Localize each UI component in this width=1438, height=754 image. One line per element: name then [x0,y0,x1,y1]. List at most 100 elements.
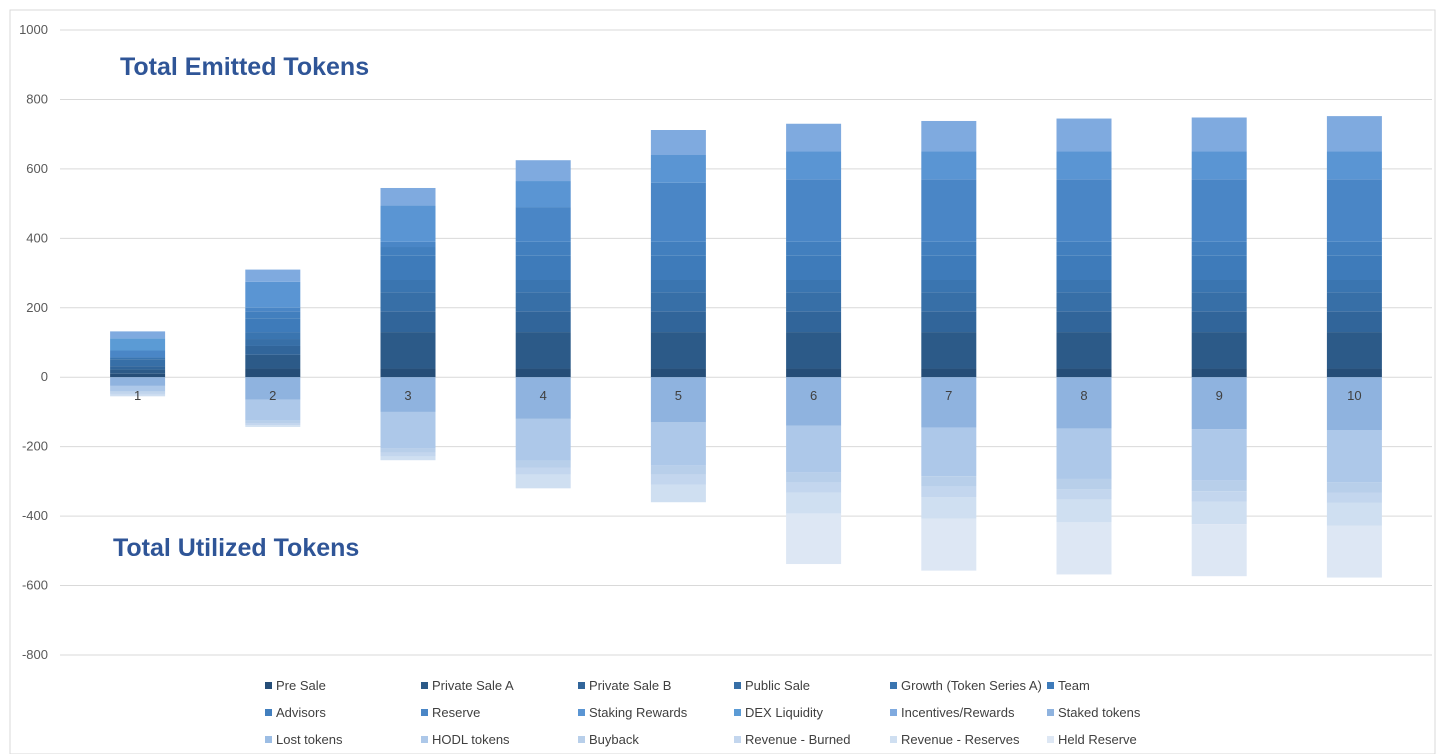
bar-segment [110,331,166,339]
legend-label: Growth (Token Series A) [901,678,1042,693]
bar-segment [380,255,436,280]
bar-segment [110,377,166,386]
category-label: 3 [404,388,411,403]
bar-segment [110,385,166,392]
bar-segment [1056,368,1112,378]
bar-segment [650,255,706,280]
bar-segment [1056,478,1112,490]
bar-segment [380,241,436,248]
legend-label: Reserve [432,705,480,720]
bar-segment [245,311,301,319]
category-label: 1 [134,388,141,403]
bar-segment [1326,492,1382,503]
bar-segment [650,368,706,378]
bar-segment [515,460,571,468]
legend-swatch [890,736,897,743]
bar-segment [515,418,571,461]
bar-segment [1191,117,1247,152]
bar-segment [1326,116,1382,152]
bar-segment [786,123,842,152]
bar-segment [921,427,977,477]
legend-label: Team [1058,678,1090,693]
bar-segment [1326,502,1382,526]
y-tick-label: 1000 [19,22,48,37]
bar-segment [245,307,301,312]
legend-label: Held Reserve [1058,732,1137,747]
bar-segment [245,420,301,424]
legend-label: HODL tokens [432,732,510,747]
bar-segment [650,332,706,369]
legend-swatch [734,682,741,689]
bar-segment [515,377,571,419]
bar-segment [1191,429,1247,481]
bar-segment [786,311,842,333]
bar-segment [1326,292,1382,312]
bar-segment [380,205,436,242]
bar-segment [650,377,706,423]
y-tick-label: -200 [22,439,48,454]
legend-label: Lost tokens [276,732,343,747]
legend-swatch [265,736,272,743]
bar-segment [921,292,977,312]
bar-segment [921,518,977,571]
gridlines [60,29,1432,656]
legend-label: Staked tokens [1058,705,1141,720]
bar-segment [650,292,706,312]
bar-segment [1191,524,1247,577]
bar-segment [1056,241,1112,256]
bar-segment [380,187,436,206]
legend-label: DEX Liquidity [745,705,824,720]
bar-segment [110,359,166,367]
bar-segment [380,292,436,312]
bar-segment [650,182,706,242]
bar-segment [380,452,436,457]
y-tick-label: 200 [26,300,48,315]
bar-segment [786,241,842,256]
bar-segment [380,448,436,453]
bar-segment [1056,151,1112,180]
bar-segment [650,311,706,333]
bar-segment [1326,311,1382,333]
bar-segment [786,179,842,242]
bar-segment [245,425,301,427]
y-axis-ticks: -800 -600 -400 -200 0 200 400 600 800 1000 [19,22,48,662]
bar-segment [245,377,301,400]
bar-segment [1326,280,1382,293]
bar-segment [921,255,977,280]
bar-segment [1056,489,1112,500]
bar-segment [1326,179,1382,242]
bar-segment [245,318,301,333]
legend-swatch [265,682,272,689]
legend-swatch [1047,682,1054,689]
bar-segment [245,423,301,426]
legend-swatch [265,709,272,716]
bar-segment [515,467,571,475]
bar-segment [245,368,301,378]
bar-segment [1191,311,1247,333]
y-tick-label: 600 [26,161,48,176]
category-labels: 1 2 3 4 5 6 7 8 9 10 [134,388,1362,403]
legend-label: Staking Rewards [589,705,688,720]
bar-segment [380,456,436,461]
bar-segment [515,292,571,312]
bar-segment [245,332,301,340]
bar-segment [786,377,842,426]
bar-segment [1191,280,1247,293]
bar-segment [1056,428,1112,479]
category-label: 5 [675,388,682,403]
bar-segment [515,255,571,280]
legend-label: Advisors [276,705,326,720]
bar-segment [1326,377,1382,430]
y-tick-label: 0 [41,369,48,384]
bar-segment [1326,525,1382,578]
legend-swatch [421,682,428,689]
category-label: 7 [945,388,952,403]
bar-segment [650,422,706,466]
bar-segment [786,280,842,293]
bar-segment [1191,377,1247,430]
legend-swatch [890,709,897,716]
bar-segment [515,311,571,333]
bar-segment [1191,292,1247,312]
legend: Pre Sale Private Sale A Private Sale B Publ… [265,678,1141,747]
